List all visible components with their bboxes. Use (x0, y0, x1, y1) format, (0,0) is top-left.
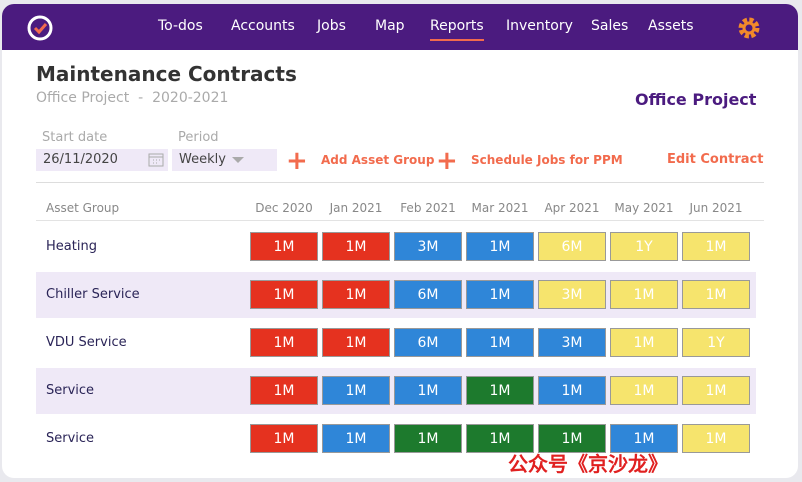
add-asset-group[interactable]: Add Asset Group (321, 153, 435, 167)
nav-item[interactable]: Map (375, 18, 405, 34)
schedule-cell[interactable]: 1M (538, 376, 606, 405)
period-select[interactable]: Weekly (172, 149, 277, 171)
separator: - (138, 90, 144, 106)
divider (36, 182, 764, 183)
start-date-value: 26/11/2020 (43, 152, 118, 167)
nav-item[interactable]: Accounts (231, 18, 295, 34)
schedule-cell[interactable]: 1M (538, 424, 606, 453)
project: Office Project (36, 90, 130, 106)
schedule-cell[interactable]: 1M (394, 424, 462, 453)
schedule-cell[interactable]: 1M (250, 232, 318, 261)
asset-group-name[interactable]: Service (46, 383, 95, 398)
column-header: Mar 2021 (471, 201, 529, 215)
nav-item[interactable]: Assets (648, 18, 694, 34)
schedule-cell[interactable]: 6M (538, 232, 606, 261)
column-header: Apr 2021 (544, 201, 600, 215)
schedule-cell[interactable]: 1M (466, 232, 534, 261)
start-date-label: Start date (42, 130, 108, 145)
schedule-cell[interactable]: 1M (610, 424, 678, 453)
asset-group-name[interactable]: Chiller Service (46, 287, 140, 302)
schedule-cell[interactable]: 6M (394, 280, 462, 309)
schedule-cell[interactable]: 1M (610, 280, 678, 309)
column-header: Jun 2021 (689, 201, 743, 215)
nav-item[interactable]: Reports (430, 18, 484, 41)
schedule-cell[interactable]: 1M (682, 232, 750, 261)
schedule-cell[interactable]: 1M (682, 376, 750, 405)
schedule-cell[interactable]: 6M (394, 328, 462, 357)
edit-contract[interactable]: Edit Contract (667, 152, 764, 167)
schedule-cell[interactable]: 1M (610, 328, 678, 357)
dropdown-arrow (232, 157, 244, 163)
schedule-cell[interactable]: 1M (322, 328, 390, 357)
nav-item[interactable]: To-dos (158, 18, 203, 34)
period-label: Period (178, 130, 219, 145)
divider (36, 220, 764, 221)
schedule-jobs[interactable]: Schedule Jobs for PPM (471, 153, 623, 167)
schedule-cell[interactable]: 1M (610, 376, 678, 405)
settings-icon[interactable] (738, 17, 760, 39)
schedule-cell[interactable]: 1M (250, 376, 318, 405)
schedule-cell[interactable]: 1M (322, 280, 390, 309)
schedule-cell[interactable]: 3M (538, 328, 606, 357)
nav-bar: To-dos Accounts Jobs Map Reports Inventory Sal… (2, 4, 798, 50)
years: 2020-2021 (152, 90, 229, 106)
calendar-icon[interactable] (148, 153, 164, 167)
column-header: May 2021 (614, 201, 674, 215)
period-value: Weekly (179, 152, 226, 167)
card: To-dos Accounts Jobs Map Reports Inventory Sal… (2, 4, 798, 478)
schedule-cell[interactable]: 3M (394, 232, 462, 261)
plus-icon[interactable]: + (286, 146, 308, 176)
schedule-cell[interactable]: 1M (322, 424, 390, 453)
asset-group-name[interactable]: Heating (46, 239, 97, 254)
asset-group-name[interactable]: Service (46, 431, 95, 446)
schedule-cell[interactable]: 1M (250, 328, 318, 357)
schedule-cell[interactable]: 1M (682, 280, 750, 309)
column-header: Feb 2021 (400, 201, 456, 215)
plus-icon[interactable]: + (436, 146, 458, 176)
schedule-cell[interactable]: 1M (322, 376, 390, 405)
schedule-cell[interactable]: 3M (538, 280, 606, 309)
asset-group-name[interactable]: VDU Service (46, 335, 127, 350)
nav-item[interactable]: Sales (591, 18, 629, 34)
schedule-cell[interactable]: 1M (250, 280, 318, 309)
watermark: 公众号《京沙龙》 (508, 452, 668, 476)
schedule-cell[interactable]: 1Y (610, 232, 678, 261)
schedule-cell[interactable]: 1M (466, 424, 534, 453)
page-title: Maintenance Contracts (36, 62, 297, 86)
subtitle: Office Project - 2020-2021 (36, 90, 228, 106)
column-header: Asset Group (46, 201, 120, 215)
schedule-cell[interactable]: 1M (682, 424, 750, 453)
schedule-cell[interactable]: 1M (250, 424, 318, 453)
column-header: Dec 2020 (255, 201, 313, 215)
start-date-input[interactable]: 26/11/2020 (36, 149, 168, 171)
schedule-cell[interactable]: 1M (466, 376, 534, 405)
schedule-cell[interactable]: 1Y (682, 328, 750, 357)
schedule-cell[interactable]: 1M (394, 376, 462, 405)
schedule-cell[interactable]: 1M (466, 328, 534, 357)
logo[interactable] (26, 14, 54, 42)
nav-item[interactable]: Inventory (506, 18, 573, 34)
project-badge: Office Project (635, 90, 757, 109)
column-header: Jan 2021 (329, 201, 383, 215)
schedule-cell[interactable]: 1M (466, 280, 534, 309)
schedule-cell[interactable]: 1M (322, 232, 390, 261)
nav-item[interactable]: Jobs (317, 18, 346, 34)
